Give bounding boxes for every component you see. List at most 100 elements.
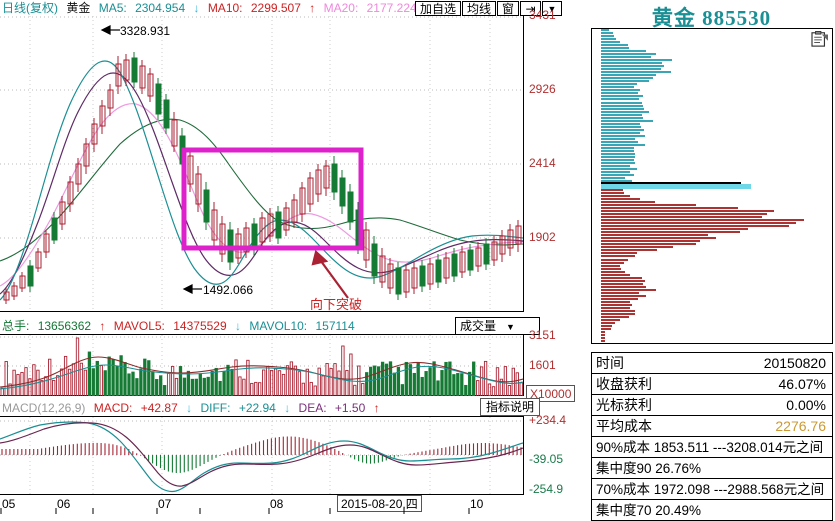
profile-bar (601, 131, 640, 134)
price-chart-header: 日线(复权) 黄金 MA5: 2304.954 ↓ MA10: 2299.507… (2, 0, 462, 16)
macd-arrow-icon: ↓ (186, 401, 193, 415)
moving-average-button[interactable]: 均线 (462, 1, 496, 16)
profile-bar (601, 77, 654, 80)
ma5-value: 2304.954 (135, 1, 186, 15)
profile-bar (601, 246, 673, 249)
profile-bar (601, 279, 645, 282)
profile-bar (601, 173, 634, 176)
selected-date-label: 2015-08-20,四 (337, 495, 422, 512)
profile-bar (601, 210, 774, 213)
profile-bar (601, 92, 639, 95)
profile-bar (601, 282, 643, 285)
profile-bar (601, 288, 657, 291)
diff-label: DIFF: (200, 401, 231, 415)
profile-bar (601, 252, 637, 255)
profile-bar (601, 306, 631, 309)
macd-chart-panel[interactable] (0, 416, 524, 495)
profile-bar (601, 170, 631, 173)
info-row-value: 2276.76 (775, 418, 826, 434)
ma10-value: 2299.507 (250, 1, 301, 15)
profile-bar (601, 228, 749, 231)
profile-bar (601, 337, 605, 339)
diff-arrow-icon: ↓ (284, 401, 291, 415)
mavol5-label: MAVOL5: (113, 319, 165, 333)
price-chart-panel[interactable] (0, 16, 524, 312)
profile-bar (601, 50, 646, 53)
chevron-down-icon: ▼ (506, 322, 515, 332)
profile-bar (601, 137, 636, 140)
profile-bar (601, 161, 635, 164)
price-axis-label-1: 2926 (529, 82, 556, 96)
profile-bar (601, 98, 639, 101)
profile-bar (601, 309, 635, 312)
average-cost-highlight (601, 184, 751, 189)
profile-bar (601, 213, 767, 216)
volume-profile-box[interactable] (591, 28, 833, 344)
profile-bar (601, 65, 664, 68)
profile-bar (601, 267, 621, 270)
profile-bar (601, 38, 616, 41)
dea-value: +1.50 (334, 401, 366, 415)
profile-bar (601, 333, 605, 336)
macd-chart-svg (0, 417, 524, 495)
price-axis-label-2: 2414 (529, 156, 556, 170)
volume-unit-label: X10000 (526, 385, 576, 402)
ma10-label: MA10: (207, 1, 243, 15)
add-favorite-button[interactable]: 加自选 (415, 1, 461, 16)
clipboard-icon[interactable] (811, 31, 829, 47)
profile-bar (601, 101, 642, 104)
indicator-help-button[interactable]: 指标说明 (480, 398, 540, 416)
profile-bar (601, 83, 637, 86)
breakdown-arrow-icon (311, 249, 349, 299)
profile-bar (601, 330, 605, 333)
profile-bar (601, 62, 662, 65)
profile-bar (601, 125, 641, 128)
volume-indicator-selector[interactable]: 成交量 ▼ (455, 317, 540, 335)
profile-bar (601, 318, 620, 321)
profile-bar (601, 204, 696, 207)
profile-bar (601, 180, 632, 182)
profile-bar (601, 41, 621, 44)
ma5-label: MA5: (98, 1, 127, 15)
expand-right-icon[interactable]: ⇥ (520, 1, 541, 16)
date-tick-2: 07 (158, 497, 172, 511)
profile-bar (601, 53, 657, 56)
profile-bar (601, 294, 646, 297)
profile-bar (601, 324, 613, 327)
profile-bar (601, 44, 628, 47)
price-axis-label-3: 1902 (529, 230, 556, 244)
profile-bar (601, 176, 625, 179)
info-row: 时间 20150820 (592, 353, 832, 374)
volume-selector-label: 成交量 (460, 319, 497, 333)
profile-bar (601, 201, 656, 204)
info-row: 平均成本 2276.76 (592, 416, 832, 437)
average-cost-line (601, 182, 741, 184)
profile-bar (601, 32, 613, 34)
info-row-value: 46.07% (778, 376, 826, 392)
profile-bar (601, 234, 709, 237)
diff-value: +22.94 (238, 401, 276, 415)
high-price-annotation: 3328.931 (120, 24, 171, 38)
chip-info-table: 时间 20150820 收盘获利 46.07% 光标获利 0.00% 平均成本 2276.76… (591, 352, 833, 521)
ma5-arrow-icon: ↓ (193, 1, 200, 15)
macd-label: MACD: (93, 401, 133, 415)
profile-bar (601, 116, 644, 119)
right-panel-title: 黄金 885530 (651, 6, 772, 30)
volume-panel-header: 总手: 13656362 ↑ MAVOL5: 14375529 ↓ MAVOL1… (2, 318, 360, 334)
profile-bar (601, 216, 762, 219)
profile-bar (601, 312, 636, 315)
low-price-annotation: 1492.066 (203, 283, 254, 297)
chevron-down-icon[interactable]: ▼ (542, 1, 562, 16)
profile-bar (601, 74, 656, 77)
ma10-arrow-icon: ↑ (309, 1, 316, 15)
info-row-value: 0.00% (786, 397, 826, 413)
profile-bar (601, 340, 605, 342)
profile-bar (601, 255, 636, 258)
profile-bar (601, 297, 639, 300)
profile-bar (601, 219, 804, 222)
period-label: 日线(复权) (2, 1, 58, 15)
volume-chart-panel[interactable] (0, 334, 524, 397)
window-button[interactable]: 窗 (497, 1, 519, 16)
info-row-key: 收盘获利 (596, 376, 652, 392)
profile-bar (601, 303, 633, 306)
